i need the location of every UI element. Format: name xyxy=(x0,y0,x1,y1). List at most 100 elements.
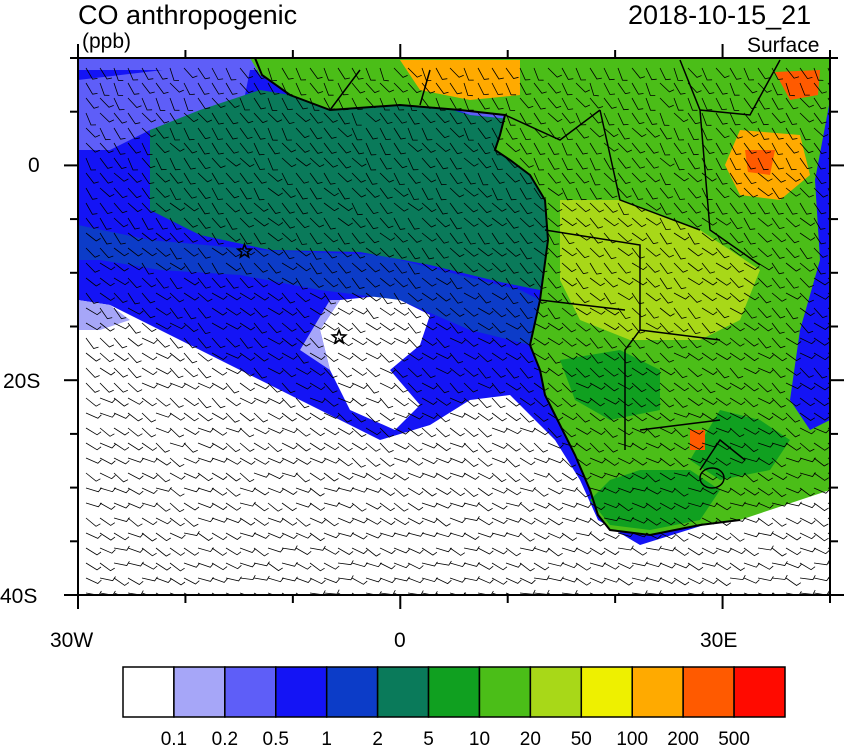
wind-barb xyxy=(771,292,787,302)
wind-barb xyxy=(687,547,704,556)
wind-barb xyxy=(323,517,339,527)
wind-barb xyxy=(309,367,326,376)
wind-barb xyxy=(547,97,562,109)
wind-barb xyxy=(323,472,339,482)
wind-barb xyxy=(575,232,592,241)
wind-barb xyxy=(113,307,127,320)
wind-barb xyxy=(603,67,615,81)
wind-barb xyxy=(519,172,533,185)
wind-barb xyxy=(295,337,311,347)
wind-barb xyxy=(379,427,394,438)
wind-barb xyxy=(701,127,713,141)
colorbar-label: 20 xyxy=(519,729,541,750)
wind-barb xyxy=(211,547,228,556)
wind-barb xyxy=(463,382,479,393)
wind-barb xyxy=(197,232,213,243)
wind-barb xyxy=(715,412,732,421)
wind-barb xyxy=(379,112,393,125)
wind-barb xyxy=(729,112,741,126)
wind-barb xyxy=(323,232,339,243)
wind-barb xyxy=(141,292,156,304)
wind-barb xyxy=(393,307,410,316)
wind-barb xyxy=(673,157,685,171)
wind-barb xyxy=(631,412,647,422)
wind-barb xyxy=(743,427,760,435)
wind-barb xyxy=(351,532,368,540)
wind-barb xyxy=(519,97,534,109)
wind-barb xyxy=(323,352,339,362)
wind-barb xyxy=(505,322,522,330)
wind-barb xyxy=(169,577,186,586)
wind-barb xyxy=(155,337,170,348)
wind-barb xyxy=(589,382,606,390)
wind-barb xyxy=(407,472,424,479)
wind-barb xyxy=(645,472,661,483)
wind-barb xyxy=(99,367,116,376)
wind-barb xyxy=(617,292,634,301)
wind-barb xyxy=(701,322,716,334)
wind-barb xyxy=(169,112,182,125)
wind-barb xyxy=(477,97,490,110)
wind-barb xyxy=(253,127,266,140)
wind-barb xyxy=(281,457,298,465)
wind-barb xyxy=(491,412,507,422)
wind-barb xyxy=(435,247,449,259)
wind-barb xyxy=(533,575,550,581)
wind-barb xyxy=(253,427,270,435)
wind-barb xyxy=(757,487,774,496)
wind-barb xyxy=(421,457,438,465)
wind-barb xyxy=(589,412,605,422)
wind-barb xyxy=(197,517,214,523)
wind-barb xyxy=(687,427,704,435)
wind-barb xyxy=(295,322,310,334)
wind-barb xyxy=(155,397,171,407)
wind-barb xyxy=(589,307,606,315)
wind-barb xyxy=(253,575,270,581)
wind-barb xyxy=(267,517,284,523)
wind-barb xyxy=(309,517,326,524)
wind-barb xyxy=(575,577,592,586)
wind-barb xyxy=(785,577,802,586)
wind-barb xyxy=(645,382,661,392)
wind-barb xyxy=(351,187,367,198)
wind-barb xyxy=(197,157,211,170)
wind-barb xyxy=(757,352,774,359)
wind-barb xyxy=(701,397,718,405)
wind-barb xyxy=(365,262,381,273)
wind-barb xyxy=(603,277,619,288)
wind-barb xyxy=(267,427,284,434)
wind-barb xyxy=(771,352,787,362)
wind-barb xyxy=(449,262,463,274)
wind-barb xyxy=(771,532,788,540)
wind-barb xyxy=(561,562,578,569)
wind-barb xyxy=(449,217,462,230)
wind-barb xyxy=(449,172,463,185)
wind-barb xyxy=(309,202,323,215)
wind-barb xyxy=(449,442,466,448)
wind-barb xyxy=(85,352,101,362)
wind-barb xyxy=(519,262,533,274)
wind-barb xyxy=(337,487,354,492)
wind-barb xyxy=(407,262,420,275)
wind-barb xyxy=(99,277,115,287)
wind-barb xyxy=(183,67,198,79)
wind-barb xyxy=(757,262,774,271)
wind-barb xyxy=(267,442,283,453)
wind-barb xyxy=(169,562,185,572)
wind-barb xyxy=(337,547,354,555)
wind-barb xyxy=(659,112,670,126)
wind-barb xyxy=(281,382,296,394)
wind-barb xyxy=(673,547,690,556)
wind-barb xyxy=(785,157,797,171)
wind-barb xyxy=(309,352,326,360)
wind-barb xyxy=(407,337,422,348)
wind-barb xyxy=(435,560,452,566)
wind-barb xyxy=(463,546,480,551)
wind-barb xyxy=(351,262,367,273)
wind-barb xyxy=(729,532,745,542)
wind-barb xyxy=(267,382,282,393)
wind-barb xyxy=(379,532,396,538)
wind-barb xyxy=(267,127,278,141)
wind-barb xyxy=(421,112,436,124)
wind-barb xyxy=(533,247,550,256)
